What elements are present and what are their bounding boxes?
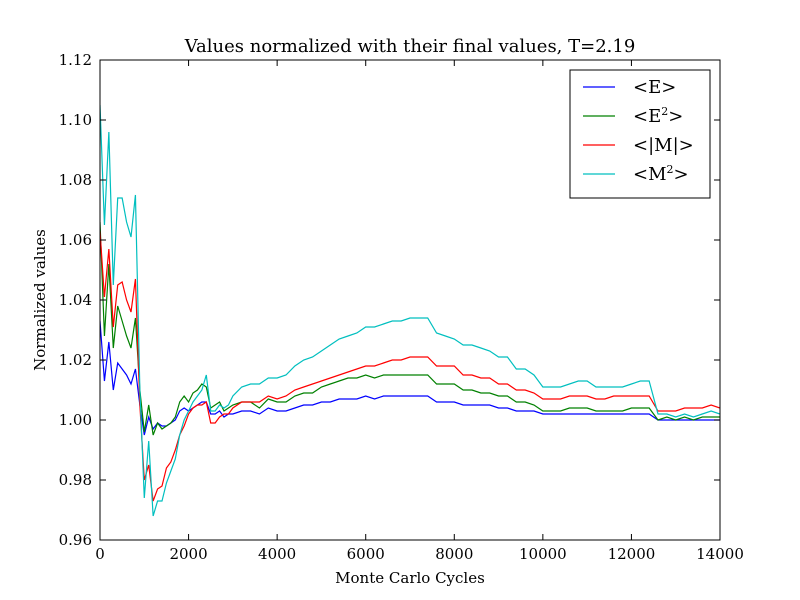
legend-label-2: <E2>	[633, 105, 683, 127]
legend: <E> <E2> <|M|> <M2>	[569, 69, 711, 199]
x-tick-label: 6000	[347, 545, 385, 563]
series-line-4	[100, 104, 720, 517]
legend-label-4: <M2>	[633, 163, 689, 185]
x-tick-label: 4000	[258, 545, 296, 563]
x-tick-label: 14000	[696, 545, 744, 563]
series-line-3	[100, 230, 720, 502]
y-tick-label: 0.96	[59, 531, 92, 549]
legend-box	[569, 69, 711, 199]
y-tick-label: 1.06	[59, 231, 92, 249]
y-tick-label: 1.12	[59, 51, 92, 69]
series-line-2	[100, 221, 720, 436]
x-tick-label: 2000	[169, 545, 207, 563]
x-tick-label: 0	[95, 545, 105, 563]
legend-superscript: 2	[667, 163, 674, 176]
legend-label-3: <|M|>	[633, 135, 694, 156]
legend-label-1: <E>	[633, 77, 676, 98]
x-tick-label: 12000	[608, 545, 656, 563]
x-tick-label: 10000	[519, 545, 567, 563]
legend-tail: >	[674, 164, 689, 185]
y-tick-label: 1.04	[59, 291, 92, 309]
chart-title: Values normalized with their final value…	[184, 36, 636, 57]
y-tick-label: 0.98	[59, 471, 92, 489]
y-tick-label: 1.02	[59, 351, 92, 369]
x-axis-title: Monte Carlo Cycles	[335, 569, 485, 587]
y-tick-label: 1.08	[59, 171, 92, 189]
y-tick-label: 1.10	[59, 111, 92, 129]
series-line-1	[100, 320, 720, 436]
series-layer	[100, 104, 720, 517]
y-tick-label: 1.00	[59, 411, 92, 429]
legend-tail: >	[668, 106, 683, 127]
legend-superscript: 2	[661, 105, 668, 118]
y-axis-title: Normalized values	[31, 229, 49, 371]
x-tick-label: 8000	[435, 545, 473, 563]
tick-layer: 0 2000 4000 6000 8000 10000 12000 14000 0.96 0.98…	[59, 51, 744, 563]
